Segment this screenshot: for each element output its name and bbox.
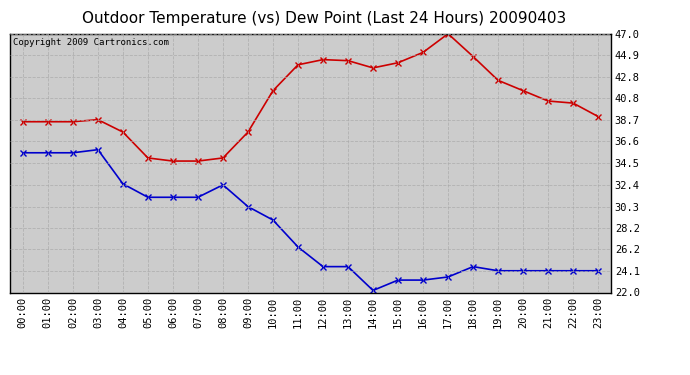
- Text: Copyright 2009 Cartronics.com: Copyright 2009 Cartronics.com: [13, 38, 169, 46]
- Text: Outdoor Temperature (vs) Dew Point (Last 24 Hours) 20090403: Outdoor Temperature (vs) Dew Point (Last…: [82, 11, 566, 26]
